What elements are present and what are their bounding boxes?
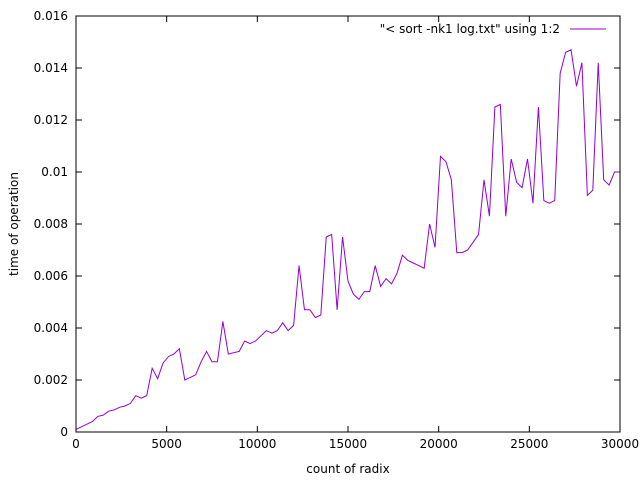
- x-tick-label: 20000: [420, 437, 458, 451]
- x-tick-label: 5000: [151, 437, 182, 451]
- x-tick-label: 15000: [329, 437, 367, 451]
- y-tick-label: 0.01: [41, 165, 68, 179]
- y-tick-label: 0.012: [34, 113, 68, 127]
- x-tick-label: 30000: [601, 437, 639, 451]
- y-tick-label: 0.008: [34, 217, 68, 231]
- tick-labels: 0 5000 10000 15000 20000 25000 30000 0 0.002 0.00…: [34, 9, 639, 451]
- x-tick-label: 0: [72, 437, 80, 451]
- y-tick-label: 0.014: [34, 61, 68, 75]
- legend-label: "< sort -nk1 log.txt" using 1:2: [380, 22, 560, 36]
- y-tick-label: 0.002: [34, 373, 68, 387]
- y-tick-label: 0.006: [34, 269, 68, 283]
- series-line: [75, 49, 620, 430]
- x-tick-label: 25000: [510, 437, 548, 451]
- y-axis-title: time of operation: [7, 172, 21, 276]
- y-tick-label: 0: [60, 425, 68, 439]
- series-lines: [75, 49, 620, 430]
- legend: "< sort -nk1 log.txt" using 1:2: [380, 22, 606, 36]
- x-axis-title: count of radix: [306, 462, 389, 476]
- x-tick-label: 10000: [238, 437, 276, 451]
- plot-frame: [75, 15, 621, 433]
- y-tick-label: 0.004: [34, 321, 68, 335]
- y-tick-label: 0.016: [34, 9, 68, 23]
